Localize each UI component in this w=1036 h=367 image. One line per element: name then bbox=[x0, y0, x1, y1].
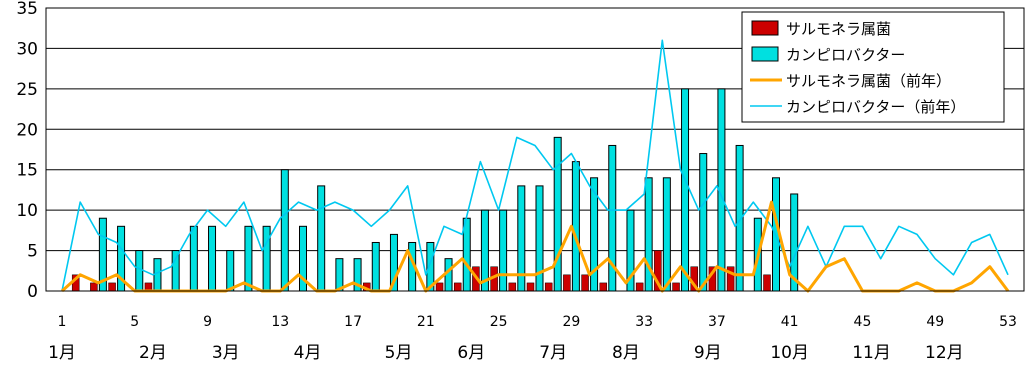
x-tick-label: 17 bbox=[344, 314, 362, 330]
campylobacter-bar bbox=[553, 136, 562, 292]
y-tick-label: 0 bbox=[27, 282, 38, 302]
gridlines bbox=[46, 47, 1024, 252]
month-labels: 1月 2月 3月 4月 5月 6月 7月 8月 9月 10月 11月 12月 bbox=[48, 343, 964, 363]
x-tick-label: 37 bbox=[708, 314, 726, 330]
month-label: 3月 bbox=[212, 343, 240, 363]
x-tick-label: 29 bbox=[562, 314, 580, 330]
salmonella-bar bbox=[599, 282, 608, 292]
month-label: 1月 bbox=[48, 343, 76, 363]
campylobacter-bar bbox=[280, 169, 289, 292]
salmonella-bar bbox=[108, 282, 116, 292]
salmonella-bar bbox=[672, 282, 680, 292]
salmonella-bar bbox=[435, 282, 444, 292]
legend-label: カンピロバクター（前年） bbox=[786, 98, 965, 116]
campylobacter-bar bbox=[262, 225, 271, 292]
campylobacter-bar bbox=[335, 258, 344, 292]
month-label: 2月 bbox=[139, 343, 167, 363]
campylobacter-bar bbox=[244, 225, 253, 292]
month-label: 8月 bbox=[612, 343, 640, 363]
campylobacter-bar bbox=[153, 258, 162, 292]
month-label: 6月 bbox=[457, 343, 485, 363]
campylobacter-bar bbox=[662, 177, 671, 292]
x-tick-label: 41 bbox=[781, 314, 799, 330]
salmonella-bar bbox=[581, 274, 589, 292]
campylobacter-bar bbox=[171, 250, 180, 292]
x-tick-label: 21 bbox=[417, 314, 435, 330]
y-tick-label: 25 bbox=[16, 80, 38, 100]
campylobacter-bar bbox=[499, 209, 508, 292]
y-tick-labels: 0 5 10 15 20 25 30 35 bbox=[16, 0, 38, 302]
legend-label: サルモネラ属菌 bbox=[786, 20, 891, 38]
axes bbox=[45, 7, 1025, 292]
salmonella-bar bbox=[90, 282, 98, 292]
salmonella-bar bbox=[508, 282, 517, 292]
legend-swatch bbox=[751, 46, 779, 62]
campylobacter-prev-line bbox=[61, 39, 1009, 292]
salmonella-bar bbox=[526, 282, 535, 292]
y-tick-label: 20 bbox=[16, 120, 38, 140]
campylobacter-bar bbox=[226, 250, 235, 292]
month-label: 10月 bbox=[770, 343, 809, 363]
y-tick-label: 35 bbox=[16, 0, 38, 19]
x-tick-label: 9 bbox=[203, 314, 212, 330]
x-tick-label: 49 bbox=[926, 314, 944, 330]
x-tick-label: 53 bbox=[999, 314, 1017, 330]
x-tick-label: 1 bbox=[58, 314, 67, 330]
campylobacter-bar bbox=[208, 225, 217, 292]
legend-label: カンピロバクター bbox=[786, 46, 905, 64]
campylobacter-bar bbox=[571, 161, 580, 292]
x-tick-label: 25 bbox=[490, 314, 508, 330]
campylobacter-bar bbox=[317, 185, 326, 292]
month-label: 12月 bbox=[925, 343, 964, 363]
y-tick-label: 5 bbox=[27, 242, 38, 262]
campylobacter-bar bbox=[699, 153, 708, 292]
campylobacter-bar bbox=[681, 88, 690, 292]
legend-label: サルモネラ属菌（前年） bbox=[786, 72, 951, 90]
y-tick-label: 10 bbox=[16, 201, 38, 221]
month-label: 7月 bbox=[539, 343, 567, 363]
campylobacter-bar bbox=[135, 250, 144, 292]
month-label: 9月 bbox=[694, 343, 722, 363]
salmonella-bar bbox=[544, 282, 553, 292]
campylobacter-bar bbox=[371, 241, 380, 292]
salmonella-bar bbox=[563, 274, 571, 292]
x-tick-labels: 1 5 9 13 17 21 25 29 33 37 41 45 49 53 bbox=[58, 314, 1017, 330]
month-label: 4月 bbox=[294, 343, 322, 363]
salmonella-bar bbox=[635, 282, 644, 292]
x-tick-label: 13 bbox=[271, 314, 289, 330]
x-tick-label: 45 bbox=[854, 314, 872, 330]
legend-swatch bbox=[751, 20, 779, 36]
month-label: 5月 bbox=[385, 343, 413, 363]
x-tick-label: 5 bbox=[130, 314, 139, 330]
y-tick-label: 30 bbox=[16, 39, 38, 59]
x-tick-label: 33 bbox=[635, 314, 653, 330]
y-tick-label: 15 bbox=[16, 161, 38, 181]
legend-box bbox=[741, 11, 1005, 123]
salmonella-bar bbox=[763, 274, 771, 292]
plot-frame bbox=[45, 7, 1025, 292]
campylobacter-bar bbox=[189, 225, 198, 292]
salmonella-bar bbox=[453, 282, 462, 292]
month-label: 11月 bbox=[852, 343, 891, 363]
